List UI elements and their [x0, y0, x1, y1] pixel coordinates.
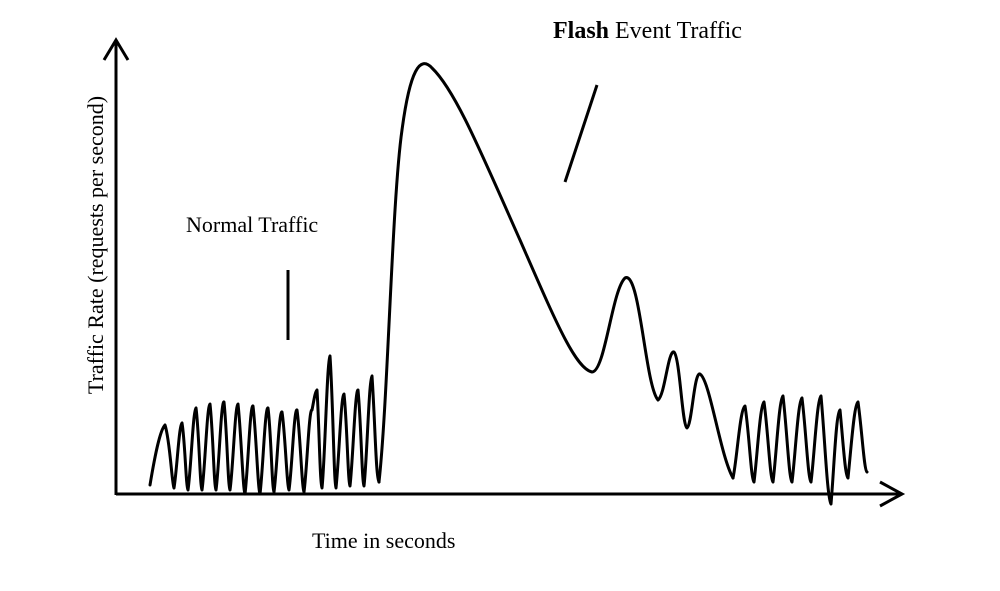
flash-rest-text: Event Traffic: [609, 18, 742, 44]
normal-traffic-label: Normal Traffic: [186, 212, 319, 237]
normal-traffic-curve: [148, 354, 381, 496]
y-axis-arrowhead: [102, 37, 130, 61]
x-axis-arrowhead: [879, 480, 906, 508]
post-event-traffic-curve: [731, 394, 869, 506]
y-axis-label: Traffic Rate (requests per second): [83, 95, 108, 395]
x-axis-label: Time in seconds: [312, 528, 456, 553]
flash-event-traffic-label: Flash Event Traffic: [553, 18, 742, 45]
flash-traffic-pointer: [563, 84, 599, 183]
flash-event-curve: [377, 62, 735, 484]
flash-bold-text: Flash: [553, 18, 610, 44]
